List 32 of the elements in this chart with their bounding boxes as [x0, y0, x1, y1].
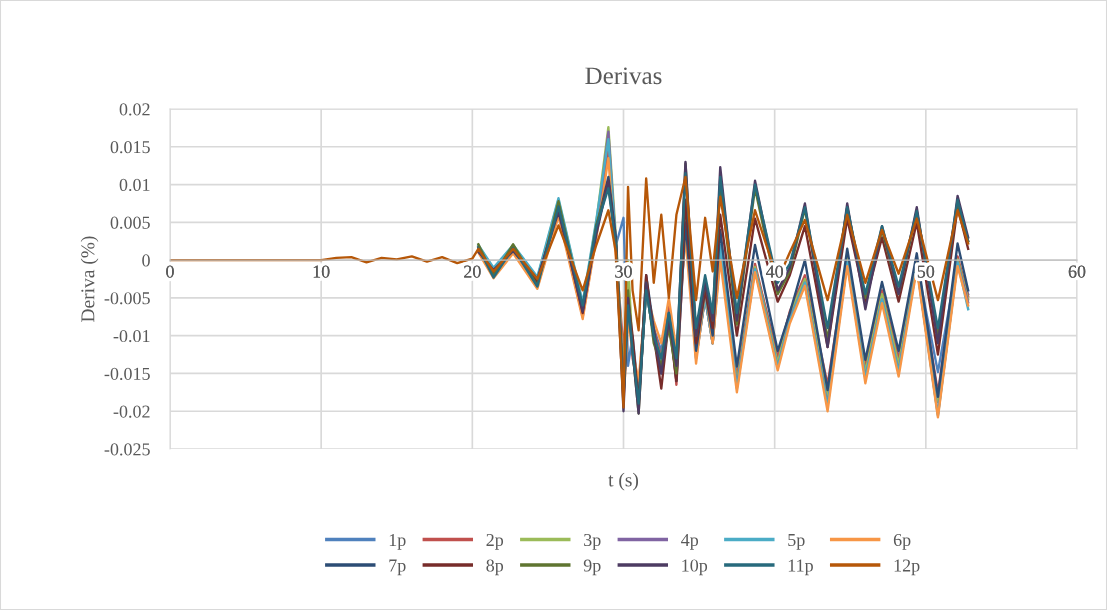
- y-tick-label: 0.01: [119, 178, 150, 192]
- y-tick-label: 0.02: [119, 103, 150, 116]
- x-tick-label: 60: [1068, 265, 1086, 278]
- x-axis-title: t (s): [608, 472, 639, 491]
- legend-label: 2p: [486, 533, 504, 550]
- y-tick-label: 0.005: [110, 216, 150, 229]
- y-tick-label: 0.015: [110, 141, 150, 154]
- y-axis-title: Deriva (%): [80, 236, 99, 322]
- legend-label: 4p: [681, 534, 699, 550]
- x-tick-label: 10: [313, 265, 330, 278]
- legend-label: 1p: [389, 533, 406, 550]
- y-tick-label: -0.02: [113, 405, 150, 418]
- legend-label: 7p: [389, 559, 406, 576]
- chart-title: Derivas: [585, 67, 662, 85]
- legend-label: 9p: [583, 559, 601, 576]
- x-tick-label: 0: [166, 265, 174, 278]
- x-tick-label: 30: [615, 265, 632, 278]
- legend-label: 8p: [486, 559, 504, 576]
- legend-label: 11p: [788, 559, 813, 576]
- y-tick-label: 0: [142, 254, 150, 267]
- y-tick-label: -0.005: [104, 292, 150, 305]
- x-tick-label: 40: [765, 265, 784, 278]
- legend-label: 6p: [893, 533, 911, 550]
- x-tick-label: 20: [464, 265, 481, 278]
- legend-label: 10p: [682, 559, 708, 576]
- y-tick-label: -0.01: [113, 329, 150, 343]
- legend-label: 5p: [788, 534, 805, 550]
- y-tick-label: -0.015: [104, 367, 150, 380]
- y-tick-label: -0.025: [104, 443, 150, 456]
- x-tick-label: 50: [917, 265, 935, 278]
- legend-label: 12p: [894, 559, 920, 576]
- legend-label: 3p: [584, 533, 601, 550]
